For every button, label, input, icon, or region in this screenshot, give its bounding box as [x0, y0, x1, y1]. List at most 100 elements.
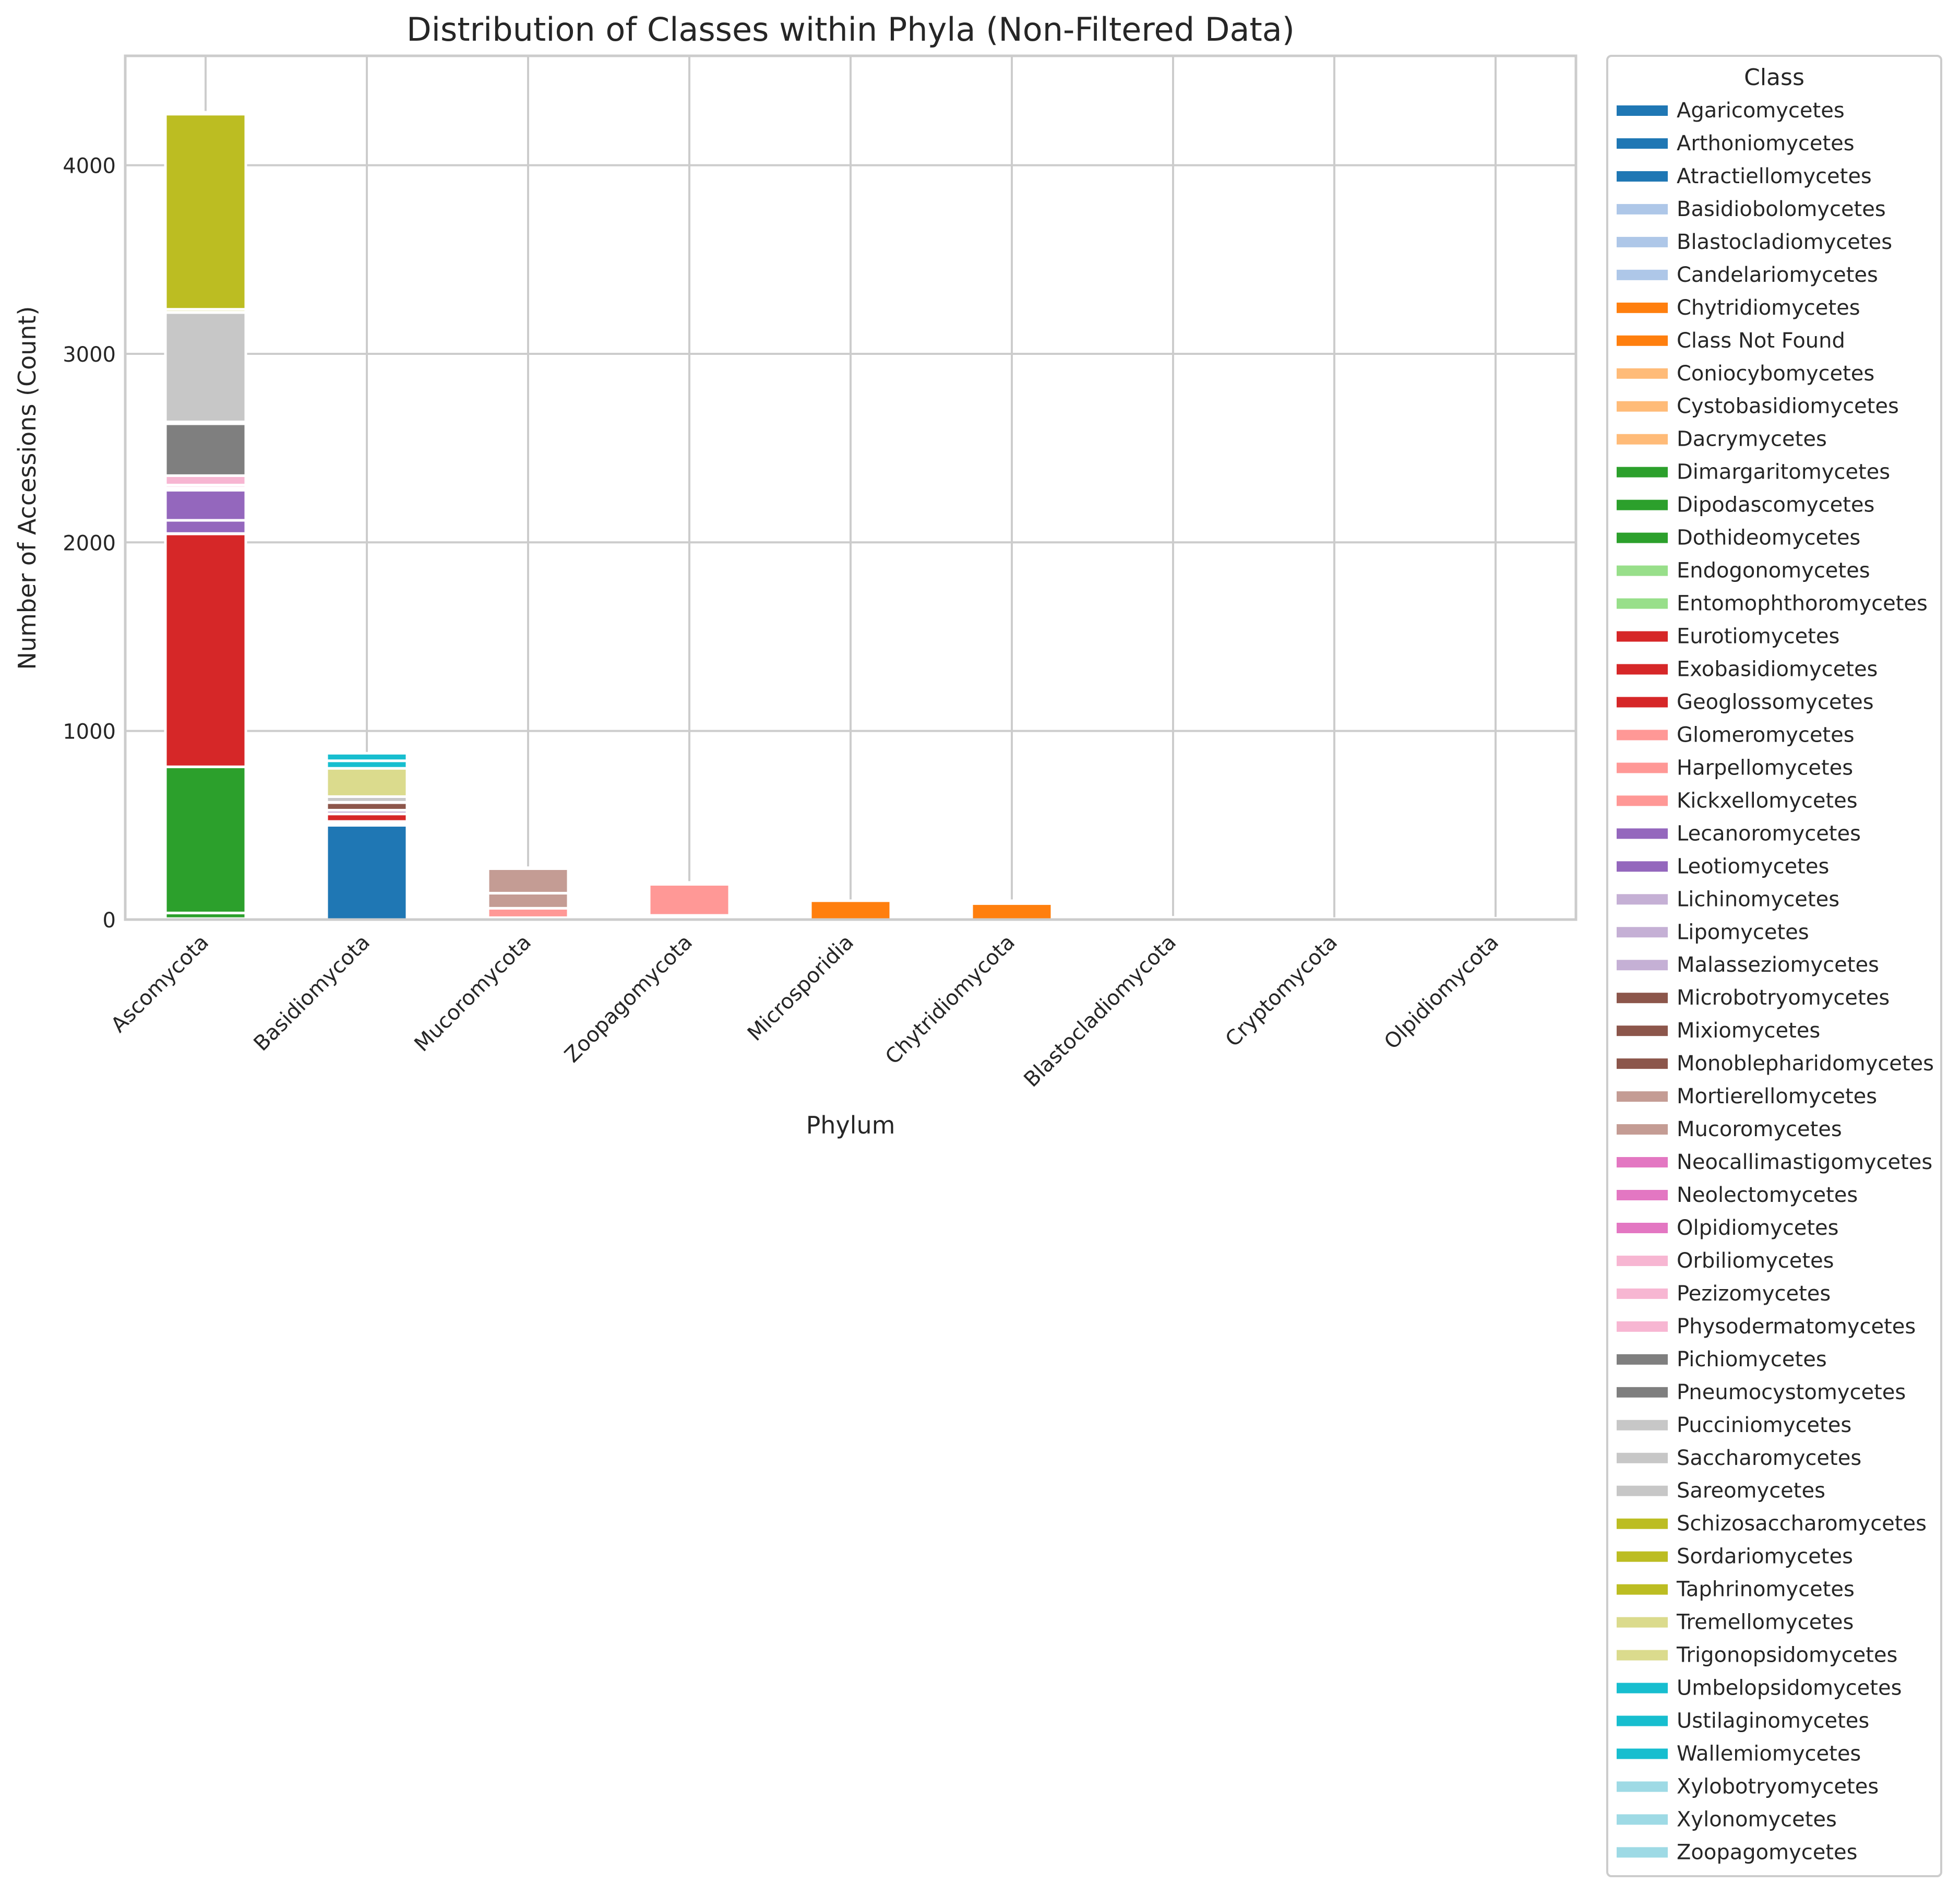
legend-label: Physodermatomycetes [1677, 1315, 1916, 1339]
legend-swatch [1617, 171, 1668, 182]
legend-label: Schizosaccharomycetes [1677, 1512, 1927, 1536]
plot-frame [124, 54, 1577, 921]
legend-swatch [1617, 1748, 1668, 1759]
legend-label: Tremellomycetes [1676, 1611, 1854, 1635]
legend-label: Cystobasidiomycetes [1677, 395, 1899, 419]
legend-label: Harpellomycetes [1677, 756, 1853, 780]
legend-label: Pichiomycetes [1677, 1348, 1827, 1372]
bar-segment [648, 881, 731, 886]
legend: Class Agaricomycetes Arthoniomycetes Atrac… [1606, 55, 1942, 1877]
legend-label: Dacrymycetes [1677, 427, 1827, 451]
legend-swatch [1617, 927, 1668, 938]
legend-swatch [1617, 1026, 1668, 1036]
legend-label: Endogonomycetes [1677, 559, 1870, 583]
legend-label: Leotiomycetes [1677, 854, 1829, 878]
y-tick-label: 3000 [63, 343, 116, 367]
legend-swatch [1617, 828, 1668, 839]
bar-segment [970, 902, 1054, 921]
x-axis-label: Phylum [806, 1111, 895, 1139]
bar-segment [486, 866, 570, 870]
y-tick-label: 4000 [63, 154, 116, 178]
legend-swatch [1617, 1781, 1668, 1792]
legend-swatch [1617, 631, 1668, 642]
legend-label: Wallemiomycetes [1677, 1742, 1861, 1766]
legend-swatch [1617, 1387, 1668, 1398]
bar-segment [164, 113, 247, 311]
bar-segment [164, 422, 247, 477]
legend-label: Mixiomycetes [1677, 1019, 1820, 1043]
legend-swatch [1617, 960, 1668, 971]
bar-segment [970, 899, 1054, 903]
bar-segment [164, 311, 247, 423]
y-tick-label: 2000 [63, 531, 116, 555]
legend-swatch [1617, 1124, 1668, 1135]
legend-label: Taphrinomycetes [1676, 1578, 1855, 1602]
legend-swatch [1617, 565, 1668, 576]
legend-swatch [1617, 105, 1668, 116]
legend-swatch [1617, 467, 1668, 478]
bar-segment [325, 767, 409, 798]
legend-label: Sareomycetes [1677, 1479, 1825, 1503]
legend-label: Chytridiomycetes [1677, 296, 1860, 320]
legend-label: Dipodascomycetes [1677, 493, 1874, 517]
legend-label: Dimargaritomycetes [1677, 460, 1890, 484]
legend-swatch [1617, 1683, 1668, 1694]
legend-swatch [1617, 1255, 1668, 1266]
legend-swatch [1617, 236, 1668, 247]
legend-label: Arthoniomycetes [1677, 132, 1855, 156]
legend-label: Glomeromycetes [1677, 723, 1855, 747]
legend-swatch [1617, 1847, 1668, 1858]
y-tick-label: 1000 [63, 720, 116, 744]
legend-swatch [1617, 1058, 1668, 1069]
legend-label: Neocallimastigomycetes [1677, 1150, 1932, 1174]
legend-swatch [1617, 1617, 1668, 1628]
legend-label: Candelariomycetes [1677, 263, 1878, 287]
legend-swatch [1617, 1091, 1668, 1102]
legend-label: Atractiellomycetes [1677, 164, 1872, 188]
bar-segment [164, 765, 247, 914]
legend-label: Trigonopsidomycetes [1676, 1643, 1897, 1667]
legend-label: Geoglossomycetes [1677, 690, 1874, 714]
legend-swatch [1617, 368, 1668, 379]
legend-swatch [1617, 1715, 1668, 1726]
legend-label: Pucciniomycetes [1677, 1413, 1851, 1437]
legend-swatch [1617, 1452, 1668, 1463]
legend-swatch [1617, 1584, 1668, 1595]
legend-swatch [1617, 697, 1668, 708]
legend-frame [1606, 55, 1942, 1877]
bar-segment [164, 111, 247, 114]
legend-swatch [1617, 532, 1668, 543]
legend-label: Lecanoromycetes [1677, 821, 1861, 845]
legend-label: Saccharomycetes [1677, 1446, 1861, 1470]
bar-segment [486, 907, 570, 919]
legend-swatch [1617, 401, 1668, 412]
legend-swatch [1617, 1518, 1668, 1529]
legend-swatch [1617, 1321, 1668, 1332]
legend-label: Eurotiomycetes [1677, 625, 1839, 649]
legend-swatch [1617, 762, 1668, 773]
legend-label: Ustilaginomycetes [1677, 1709, 1869, 1733]
legend-swatch [1617, 1485, 1668, 1496]
bars [164, 111, 1537, 921]
bar-segment [164, 532, 247, 768]
bar-segment [325, 752, 409, 762]
legend-label: Olpidiomycetes [1677, 1216, 1838, 1240]
legend-label: Neolectomycetes [1677, 1183, 1858, 1207]
legend-swatch [1617, 861, 1668, 872]
legend-swatch [1617, 1650, 1668, 1661]
legend-swatch [1617, 1551, 1668, 1562]
legend-label: Umbelopsidomycetes [1677, 1676, 1902, 1700]
legend-swatch [1617, 335, 1668, 346]
legend-swatch [1617, 1420, 1668, 1430]
legend-swatch [1617, 1157, 1668, 1168]
legend-swatch [1617, 993, 1668, 1004]
legend-label: Entomophthoromycetes [1677, 592, 1928, 616]
legend-label: Class Not Found [1677, 329, 1845, 353]
legend-swatch [1617, 1288, 1668, 1299]
legend-swatch [1617, 499, 1668, 510]
legend-label: Zoopagomycetes [1677, 1840, 1857, 1864]
legend-label: Exobasidiomycetes [1677, 657, 1878, 681]
legend-swatch [1617, 730, 1668, 741]
y-axis-label: Number of Accessions (Count) [13, 306, 41, 670]
